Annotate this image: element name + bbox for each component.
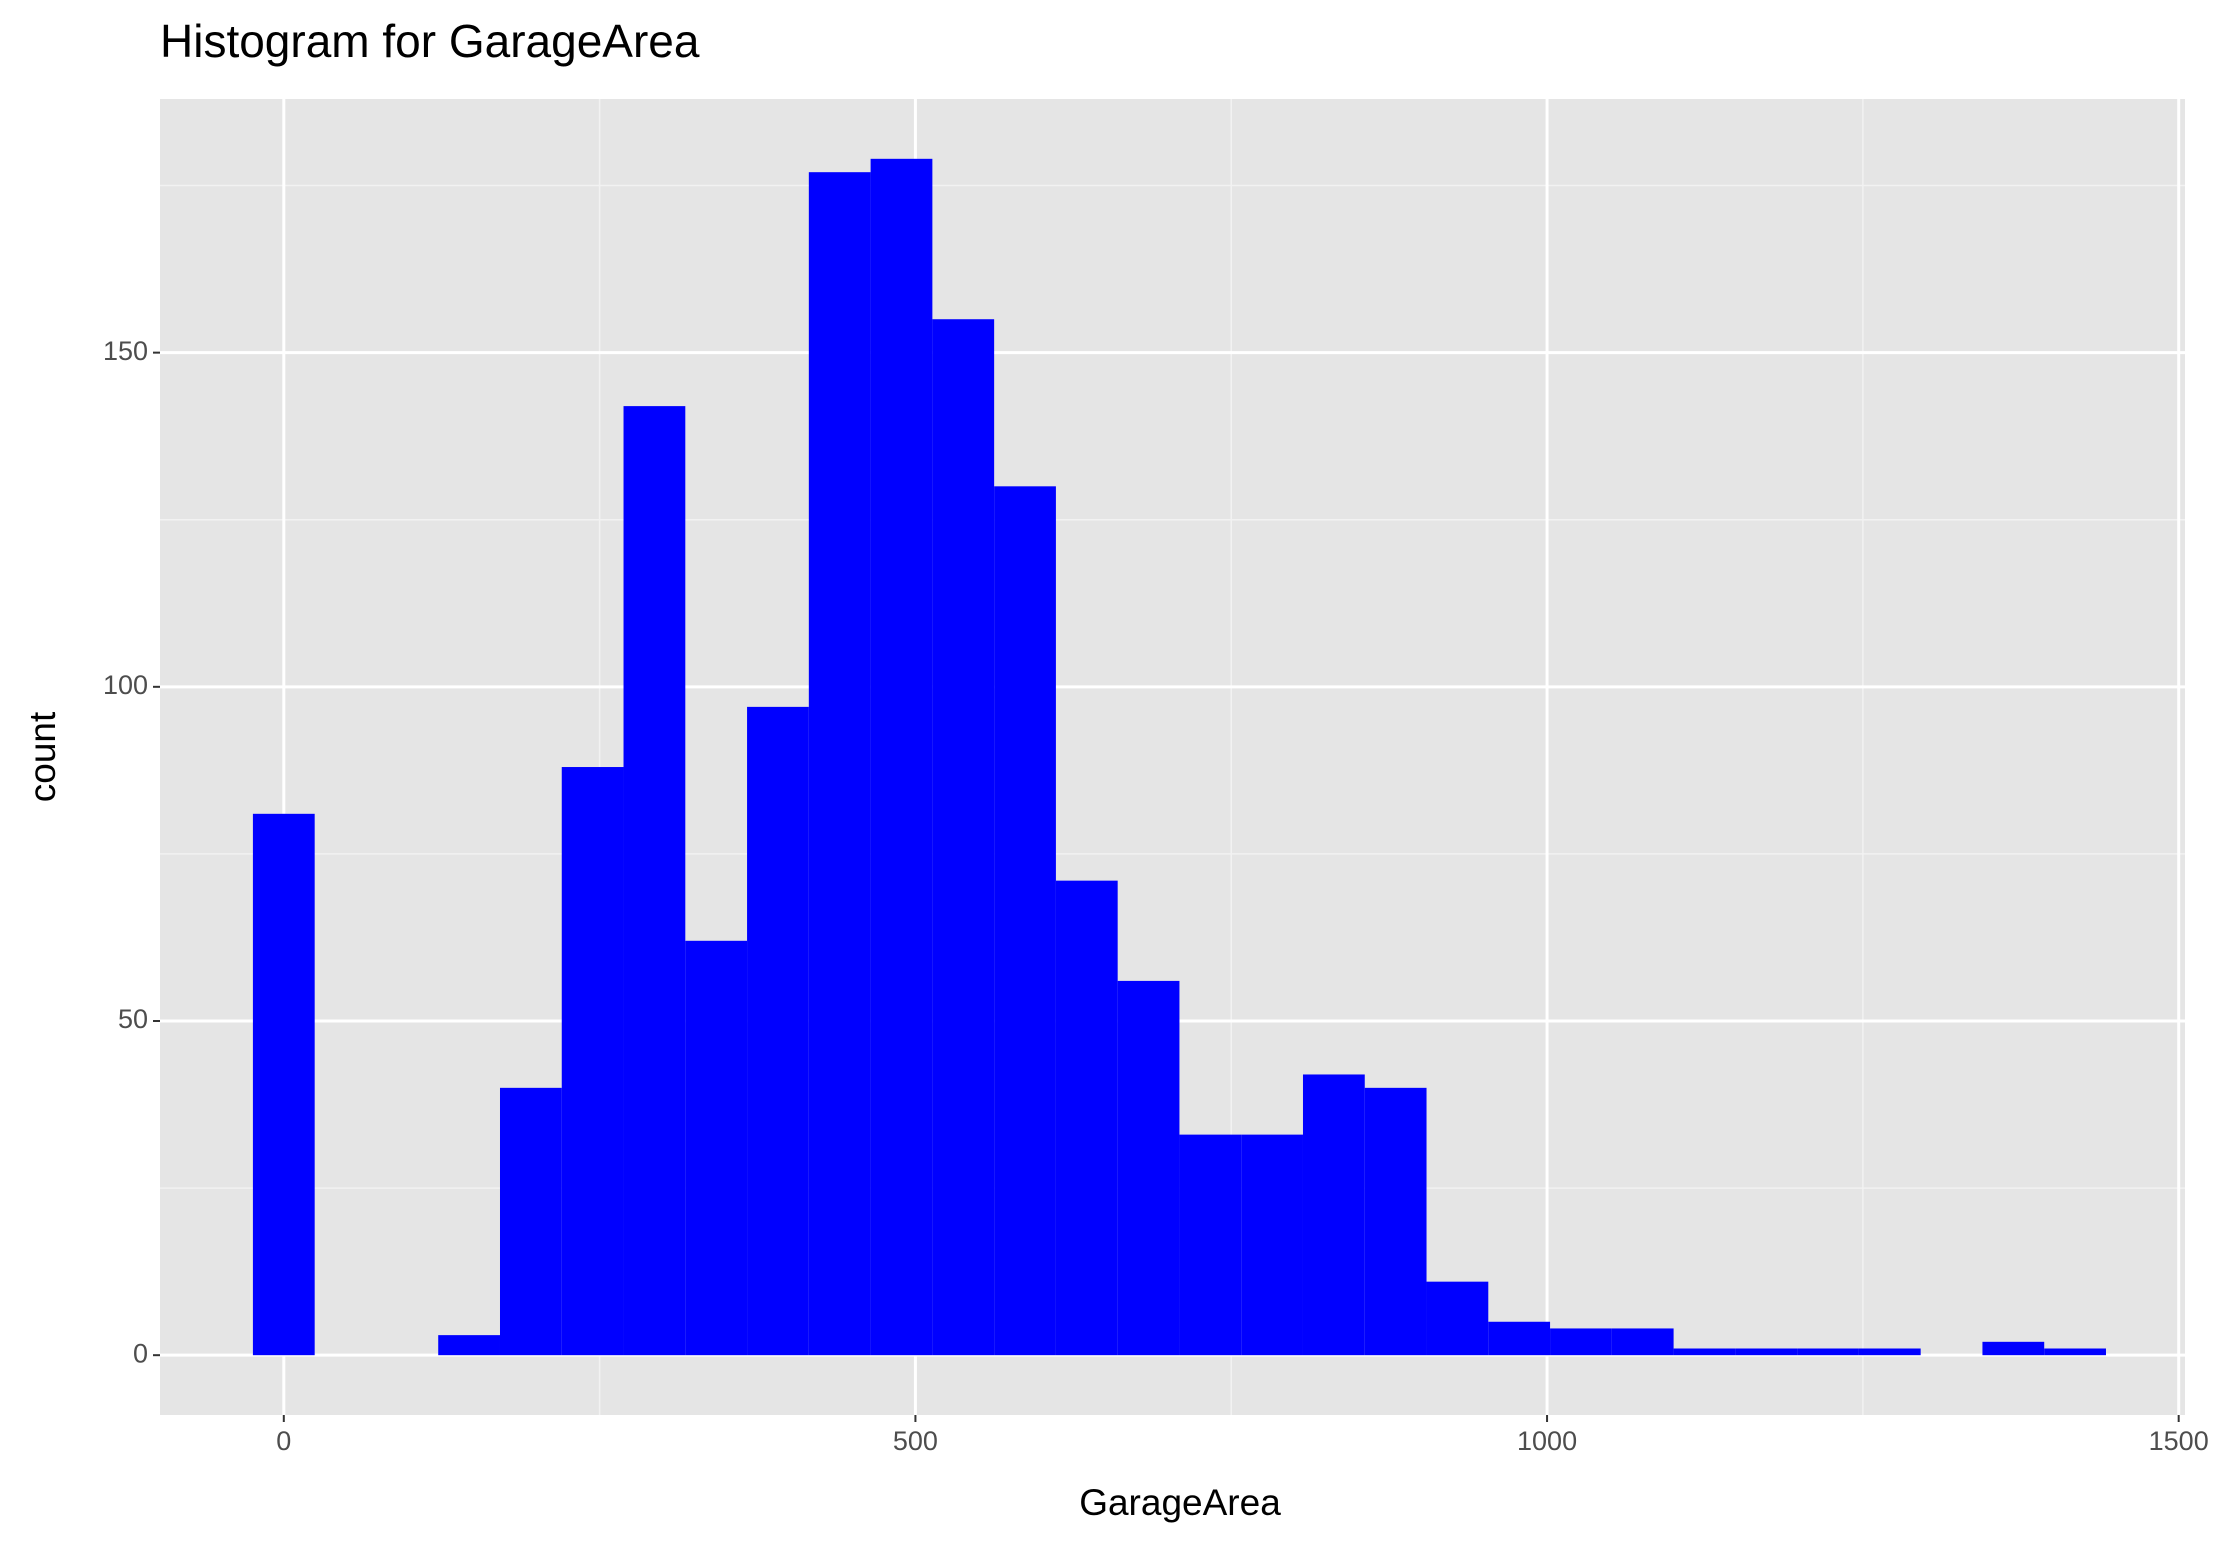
bar — [1982, 1341, 2045, 1356]
bar — [685, 940, 748, 1356]
bar — [561, 767, 624, 1356]
x-tick-label: 500 — [893, 1426, 938, 1456]
bar — [1611, 1328, 1674, 1356]
bar — [1241, 1134, 1303, 1356]
x-tick-label: 1500 — [2149, 1426, 2209, 1456]
bar — [1550, 1328, 1612, 1356]
bar — [1735, 1348, 1798, 1356]
bar — [808, 172, 871, 1356]
chart-title: Histogram for GarageArea — [160, 15, 700, 67]
bar — [499, 1087, 562, 1356]
bar — [994, 486, 1056, 1356]
bar — [1858, 1348, 1921, 1356]
bar — [252, 813, 315, 1356]
bar — [1117, 980, 1180, 1356]
bar — [1364, 1087, 1427, 1356]
bar — [932, 319, 995, 1356]
bar — [747, 706, 809, 1356]
y-tick-label: 150 — [103, 336, 148, 366]
y-tick-label: 100 — [103, 670, 148, 700]
bar — [438, 1335, 500, 1356]
bar — [1055, 880, 1118, 1356]
bar — [2044, 1348, 2106, 1356]
bar — [1302, 1074, 1365, 1356]
bar — [1426, 1281, 1489, 1356]
y-tick-label: 0 — [133, 1338, 148, 1368]
bar — [623, 406, 686, 1356]
bar — [1488, 1321, 1551, 1356]
y-tick-label: 50 — [118, 1004, 148, 1034]
x-axis-title: GarageArea — [1079, 1482, 1281, 1523]
bar — [870, 158, 933, 1356]
y-axis-title: count — [22, 711, 63, 802]
bar — [1673, 1348, 1736, 1356]
bar — [1179, 1134, 1242, 1356]
x-tick-label: 0 — [276, 1426, 291, 1456]
bar — [1797, 1348, 1859, 1356]
x-tick-label: 1000 — [1517, 1426, 1577, 1456]
